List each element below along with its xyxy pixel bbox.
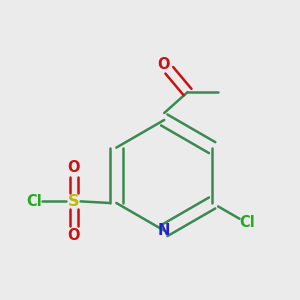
Text: Cl: Cl: [239, 215, 255, 230]
Text: O: O: [68, 228, 80, 243]
Text: S: S: [68, 194, 80, 209]
Text: Cl: Cl: [26, 194, 42, 209]
Text: O: O: [158, 58, 170, 73]
Text: N: N: [158, 223, 170, 238]
Text: O: O: [68, 160, 80, 175]
